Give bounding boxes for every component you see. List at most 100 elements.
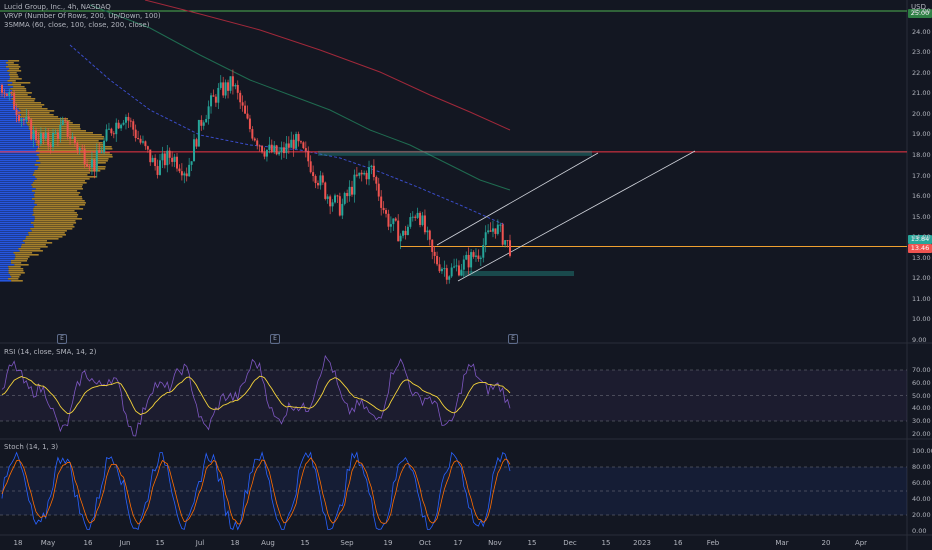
- candle-body: [467, 254, 470, 268]
- vrvp-down-bar: [34, 192, 81, 194]
- vrvp-up-bar: [0, 250, 20, 252]
- vrvp-down-bar: [32, 186, 83, 188]
- candle-body: [13, 93, 16, 110]
- vrvp-down-bar: [22, 240, 47, 242]
- vrvp-up-bar: [0, 150, 36, 152]
- candle-body: [241, 102, 244, 106]
- price-tick: 21.00: [912, 89, 931, 98]
- symbol-title[interactable]: Lucid Group, Inc., 4h, NASDAQ: [4, 3, 111, 11]
- candle-body: [158, 160, 161, 175]
- vrvp-down-bar: [11, 276, 20, 278]
- vrvp-up-bar: [0, 142, 37, 144]
- vrvp-up-bar: [0, 148, 38, 150]
- stoch-legend[interactable]: Stoch (14, 1, 3): [4, 443, 59, 451]
- vrvp-legend[interactable]: VRVP (Number Of Rows, 200, Up/Down, 100): [4, 12, 161, 20]
- rsi-tick: 50.00: [912, 391, 931, 400]
- vrvp-up-bar: [0, 242, 25, 244]
- vrvp-up-bar: [0, 132, 32, 134]
- vrvp-up-bar: [0, 218, 35, 220]
- candle-body: [297, 133, 300, 142]
- vrvp-up-bar: [0, 126, 29, 128]
- candle-body: [489, 230, 492, 232]
- vrvp-down-bar: [7, 70, 22, 72]
- candle-body: [404, 230, 407, 236]
- candle-body: [482, 244, 485, 258]
- candle-body: [419, 212, 422, 225]
- vrvp-up-bar: [0, 146, 40, 148]
- candle-body: [73, 137, 76, 144]
- candle-body: [372, 165, 375, 178]
- candle-body: [35, 130, 38, 141]
- vrvp-up-bar: [0, 70, 8, 72]
- candle-body: [78, 148, 81, 150]
- earnings-event-icon[interactable]: E: [57, 334, 67, 344]
- vrvp-down-bar: [28, 232, 65, 234]
- rsi-tick: 60.00: [912, 378, 931, 387]
- candle-body: [212, 95, 215, 97]
- candle-body: [316, 182, 319, 186]
- candle-body: [253, 138, 256, 141]
- candle-body: [273, 145, 276, 152]
- vrvp-up-bar: [0, 160, 37, 162]
- vrvp-down-bar: [21, 114, 54, 116]
- candle-body: [115, 122, 118, 135]
- vrvp-up-bar: [0, 236, 27, 238]
- candle-body: [132, 121, 135, 130]
- candle-body: [39, 133, 42, 144]
- earnings-event-icon[interactable]: E: [508, 334, 518, 344]
- candle-body: [462, 259, 465, 270]
- time-tick: 2023: [633, 539, 651, 547]
- smma-legend[interactable]: 3SMMA (60, close, 100, close, 200, close…: [4, 21, 150, 29]
- candle-body: [137, 138, 140, 140]
- candle-body: [450, 267, 453, 277]
- time-tick: Aug: [261, 539, 275, 547]
- vrvp-down-bar: [14, 258, 28, 260]
- candle-body: [124, 116, 127, 123]
- vrvp-down-bar: [12, 102, 42, 104]
- time-tick: 17: [453, 539, 463, 547]
- candle-body: [171, 157, 174, 162]
- candle-body: [465, 254, 468, 260]
- vrvp-up-bar: [0, 188, 36, 190]
- candle-body: [185, 173, 188, 177]
- candle-body: [487, 230, 490, 233]
- vrvp-up-bar: [0, 222, 31, 224]
- candle-body: [363, 172, 366, 175]
- candle-body: [110, 128, 113, 134]
- candle-body: [331, 202, 334, 207]
- candle-body: [346, 193, 349, 197]
- vrvp-down-bar: [35, 150, 106, 152]
- vrvp-down-bar: [8, 266, 21, 268]
- vrvp-down-bar: [34, 206, 80, 208]
- candle-body: [295, 133, 298, 149]
- vrvp-up-bar: [0, 192, 35, 194]
- vrvp-up-bar: [0, 204, 37, 206]
- currency-label: USD: [911, 3, 926, 11]
- vrvp-up-bar: [0, 128, 29, 130]
- vrvp-down-bar: [10, 76, 19, 78]
- candle-body: [42, 133, 45, 139]
- vrvp-down-bar: [15, 256, 30, 258]
- vrvp-down-bar: [34, 180, 85, 182]
- candle-body: [244, 105, 247, 114]
- vrvp-down-bar: [35, 134, 102, 136]
- vrvp-down-bar: [27, 124, 81, 126]
- vrvp-down-bar: [34, 170, 101, 172]
- candle-body: [25, 116, 28, 121]
- vrvp-up-bar: [0, 266, 9, 268]
- stoch-tick: 20.00: [912, 511, 931, 519]
- vrvp-up-bar: [0, 174, 33, 176]
- vrvp-up-bar: [0, 260, 12, 262]
- vrvp-up-bar: [0, 224, 34, 226]
- candle-body: [190, 161, 193, 165]
- supply-zone: [318, 150, 592, 156]
- vrvp-down-bar: [32, 174, 88, 176]
- vrvp-down-bar: [8, 270, 24, 272]
- vrvp-down-bar: [12, 82, 31, 84]
- rsi-legend[interactable]: RSI (14, close, SMA, 14, 2): [4, 348, 97, 356]
- candle-body: [251, 129, 254, 139]
- candle-body: [103, 140, 106, 153]
- earnings-event-icon[interactable]: E: [270, 334, 280, 344]
- candle-body: [375, 177, 378, 184]
